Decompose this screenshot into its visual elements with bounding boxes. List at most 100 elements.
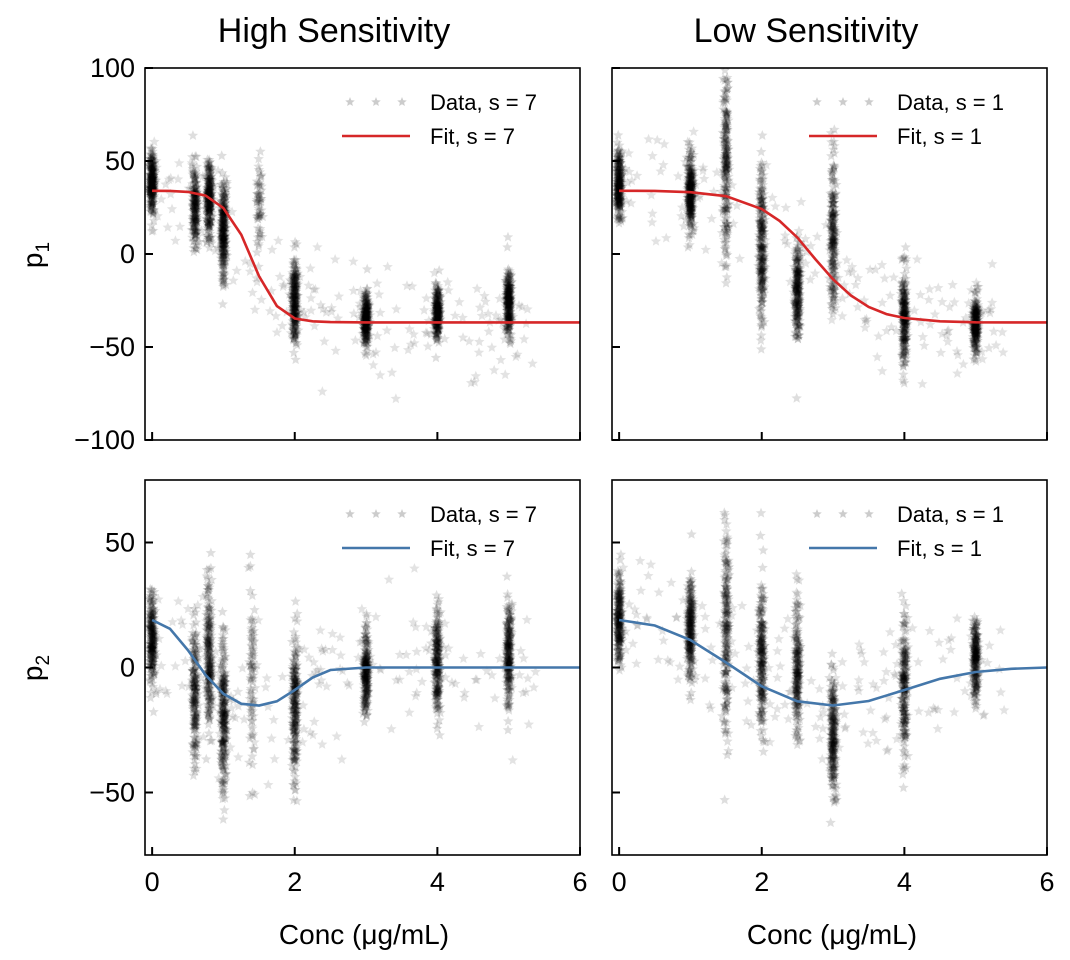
data-point [681, 195, 693, 206]
data-point [205, 653, 216, 663]
data-point [790, 315, 801, 326]
data-point [217, 208, 229, 219]
data-point [756, 166, 767, 177]
data-point [757, 226, 769, 237]
data-point [986, 297, 998, 308]
data-point [251, 176, 263, 186]
data-point [146, 170, 157, 181]
data-point [218, 217, 229, 227]
data-point [432, 308, 444, 319]
data-point [951, 345, 963, 356]
data-point [146, 621, 157, 631]
data-point [684, 192, 696, 203]
data-point [145, 646, 156, 657]
data-point [686, 183, 698, 194]
data-point [973, 324, 984, 334]
data-point [756, 258, 768, 269]
data-point [433, 299, 445, 309]
data-point [971, 293, 983, 304]
data-point [148, 192, 159, 203]
data-point [204, 165, 216, 176]
data-point [756, 255, 768, 265]
data-point [692, 192, 704, 203]
data-point [430, 298, 441, 309]
data-point [683, 206, 695, 217]
data-point [827, 219, 838, 230]
data-point [431, 291, 442, 302]
data-point [435, 313, 446, 324]
data-point [721, 218, 733, 228]
data-point [202, 222, 213, 233]
data-point [189, 716, 201, 727]
data-point [204, 201, 215, 212]
data-point [792, 303, 803, 314]
data-point [969, 337, 980, 348]
data-point [291, 292, 302, 303]
data-point [898, 347, 910, 357]
data-point [190, 701, 201, 712]
data-point [216, 241, 228, 252]
data-point [501, 289, 513, 300]
data-point [149, 605, 161, 616]
data-point [686, 180, 698, 191]
data-point [361, 303, 372, 314]
data-point [288, 271, 299, 282]
data-point [829, 284, 840, 295]
data-point [219, 233, 230, 244]
data-point [685, 198, 696, 209]
data-point [204, 183, 215, 194]
data-point [685, 204, 697, 214]
data-point [205, 698, 217, 709]
data-point [354, 298, 366, 309]
data-point [205, 163, 216, 174]
data-point [145, 649, 156, 660]
data-point [254, 179, 266, 190]
data-point [146, 630, 157, 641]
data-point [431, 335, 442, 345]
data-point [504, 311, 515, 322]
data-point [220, 256, 231, 267]
data-point [206, 175, 218, 186]
data-point [684, 192, 695, 203]
data-point [146, 190, 157, 200]
data-point [505, 295, 517, 306]
data-point [968, 301, 979, 312]
data-point [204, 200, 215, 211]
data-point [202, 587, 213, 598]
data-point [685, 195, 696, 206]
data-point [147, 637, 158, 648]
data-point [433, 302, 444, 313]
data-point [191, 244, 203, 255]
data-point [190, 205, 201, 216]
data-point [218, 238, 230, 249]
data-point [758, 251, 770, 262]
data-point [188, 166, 199, 177]
data-point [613, 189, 625, 200]
data-point [829, 272, 840, 283]
data-point [789, 282, 801, 293]
data-points [145, 130, 538, 404]
data-point [193, 193, 204, 203]
data-point [188, 201, 199, 212]
data-point [289, 301, 300, 312]
data-point [756, 190, 767, 201]
data-point [190, 715, 201, 725]
data-point [969, 323, 981, 334]
data-point [720, 163, 731, 174]
data-point [204, 686, 215, 697]
data-point [190, 684, 201, 695]
data-point [721, 218, 732, 229]
data-point [792, 286, 804, 296]
data-point [720, 163, 732, 174]
data-point [191, 225, 203, 236]
data-point [790, 268, 802, 279]
data-point [793, 301, 804, 312]
data-point [359, 296, 371, 307]
data-point [203, 220, 215, 231]
data-point [686, 161, 698, 172]
data-point [970, 330, 981, 341]
data-point [885, 290, 896, 301]
data-point [188, 644, 200, 655]
data-point [969, 321, 981, 332]
data-point [204, 183, 215, 193]
